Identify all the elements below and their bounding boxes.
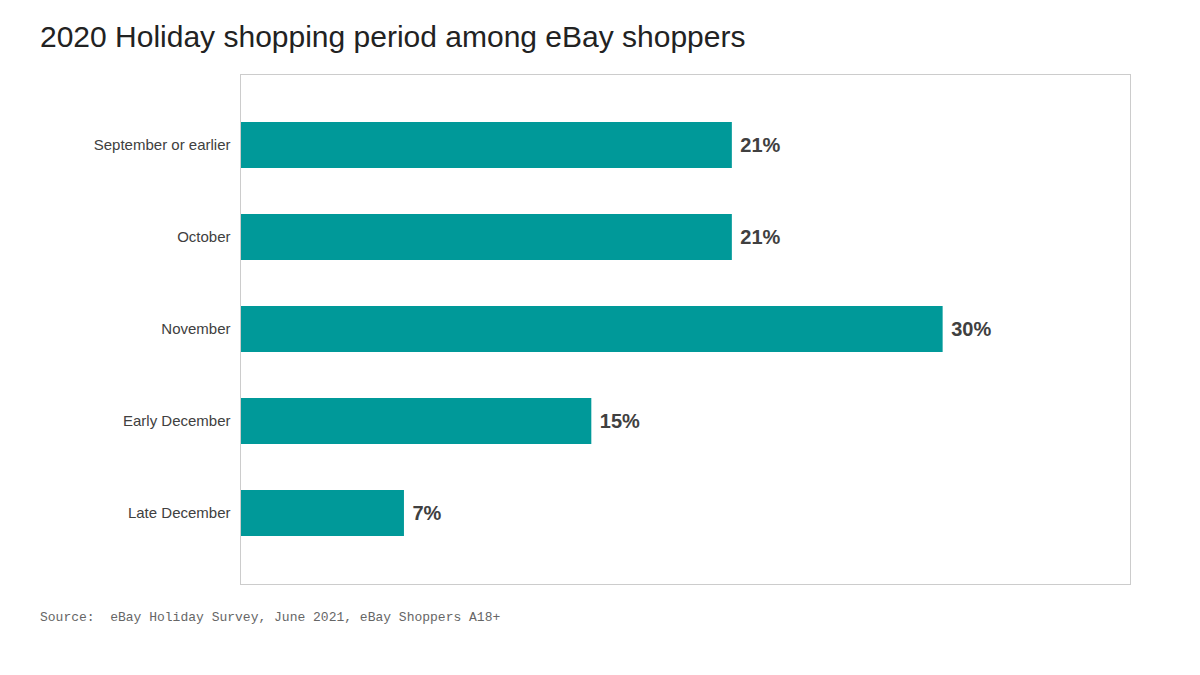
svg-text:7%: 7% (412, 502, 441, 524)
svg-text:21%: 21% (740, 226, 780, 248)
html-text:2020 Holiday shopping period a: 2020 Holiday shopping period among eBay … (40, 20, 746, 53)
html-text:Source: eBay Holiday Survey, J: Source: eBay Holiday Survey, June 2021, … (40, 610, 501, 625)
svg-text:15%: 15% (600, 410, 640, 432)
svg-text:October: October (177, 228, 230, 245)
svg-text:Late December: Late December (128, 504, 231, 521)
svg-text:September or earlier: September or earlier (94, 136, 231, 153)
svg-text:30%: 30% (951, 318, 991, 340)
svg-text:Early December: Early December (123, 412, 231, 429)
svg-text:November: November (161, 320, 230, 337)
svg-text:21%: 21% (740, 134, 780, 156)
